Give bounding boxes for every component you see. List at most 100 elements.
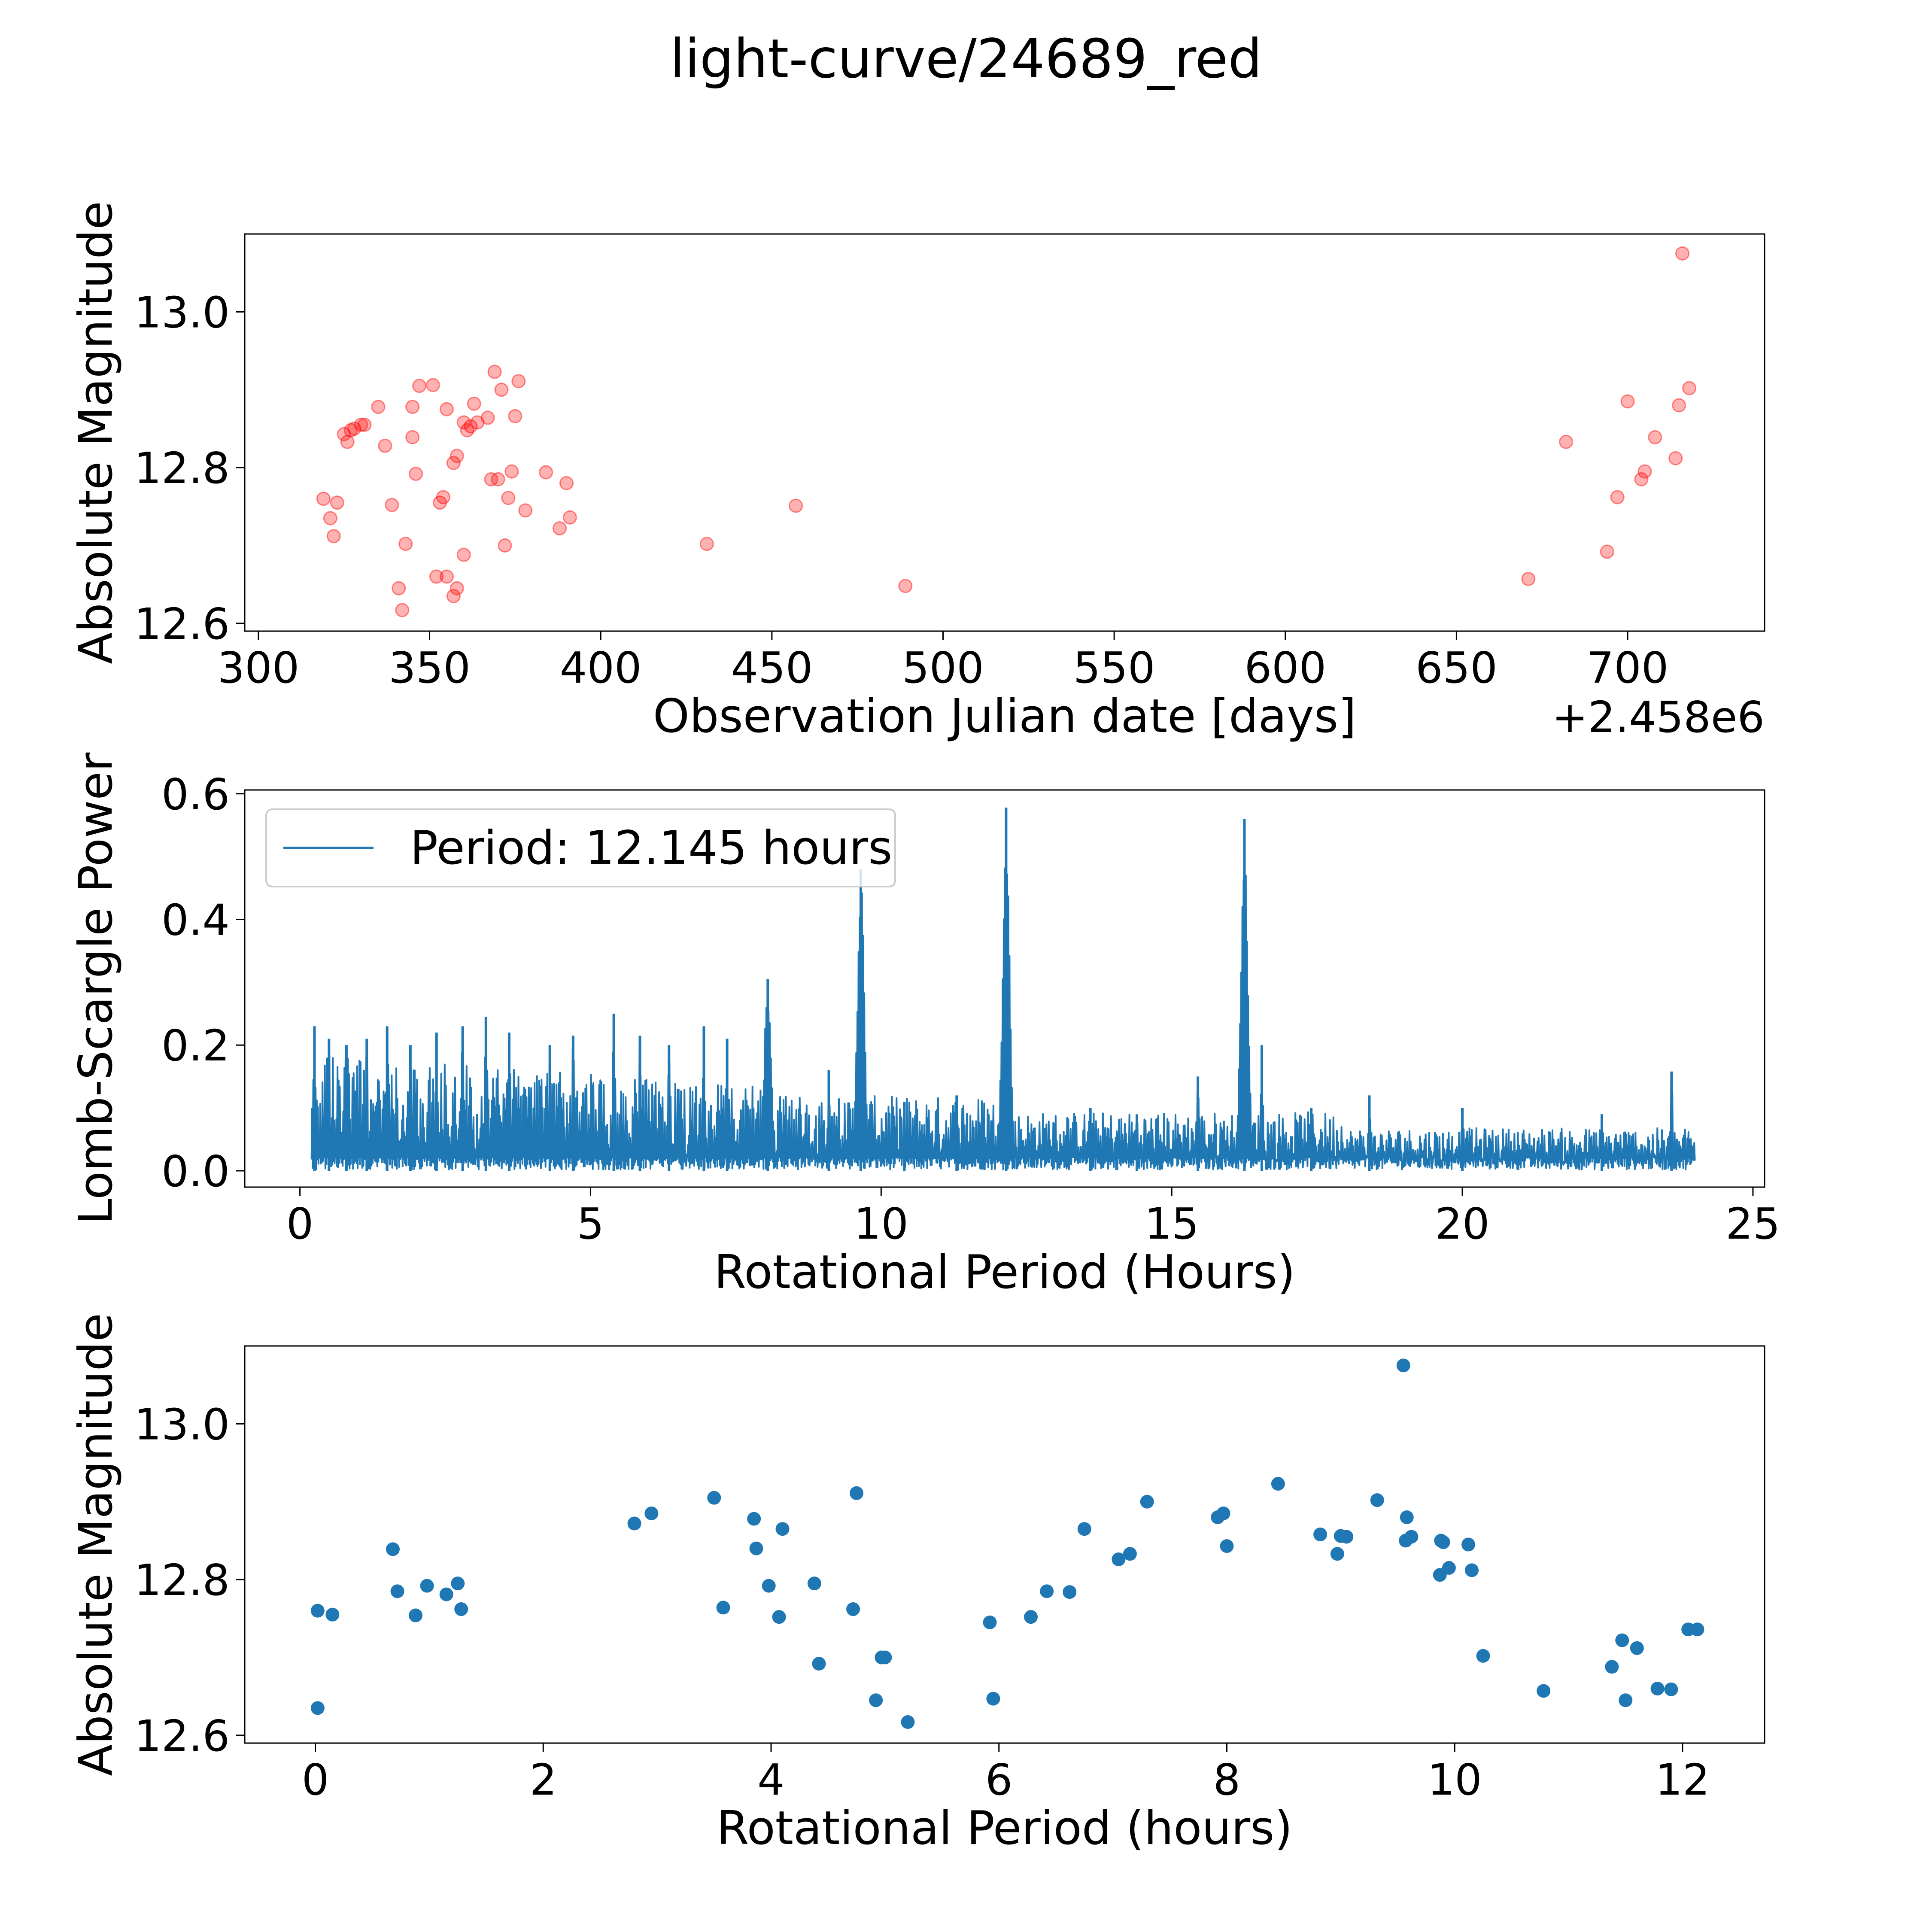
periodogram-series-line: [310, 821, 1696, 1170]
data-point: [518, 503, 533, 518]
periodogram-x-tick-label: 0: [286, 1199, 314, 1249]
periodogram-x-label: Rotational Period (Hours): [714, 1245, 1295, 1299]
folded-curve-x-ticks: 0 2 4 6 8 10 12: [302, 1743, 1710, 1805]
data-point: [325, 1607, 340, 1622]
data-point: [405, 400, 420, 414]
light-curve-plot-area: [316, 246, 1697, 617]
data-point: [456, 547, 471, 562]
data-point: [749, 1541, 763, 1555]
data-point: [1024, 1610, 1038, 1624]
data-point: [1630, 1641, 1644, 1655]
data-point: [470, 415, 485, 430]
data-point: [644, 1506, 659, 1520]
periodogram-panel: 0 5 10 15 20 25 0.0 0.2 0.4 0.6 Rotational Perio…: [69, 752, 1780, 1299]
data-point: [456, 415, 471, 430]
folded-curve-y-ticks: 12.6 12.8 13.0: [134, 1399, 245, 1761]
periodogram-y-tick-label: 0.0: [161, 1146, 230, 1197]
folded-curve-y-tick-label: 12.8: [134, 1555, 230, 1605]
periodogram-plot-area: [310, 807, 1696, 1171]
data-point: [487, 365, 502, 379]
folded-curve-x-tick-label: 4: [757, 1755, 785, 1805]
folded-curve-panel: 0 2 4 6 8 10 12 12.6 12.8 13.0 Rotational Period…: [69, 1313, 1765, 1855]
light-curve-y-tick-label: 12.8: [134, 443, 230, 493]
folded-curve-x-tick-label: 0: [302, 1755, 329, 1805]
folded-curve-x-tick-label: 10: [1428, 1755, 1482, 1805]
data-point: [392, 581, 406, 595]
data-point: [1648, 430, 1662, 444]
data-point: [986, 1692, 1000, 1706]
data-point: [1620, 394, 1635, 409]
data-point: [1672, 398, 1686, 413]
data-point: [494, 383, 509, 397]
light-curve-x-tick-label: 500: [902, 643, 984, 693]
data-point: [357, 417, 372, 432]
data-point: [446, 589, 461, 603]
data-point: [1404, 1530, 1419, 1544]
light-curve-x-tick-label: 350: [389, 643, 471, 693]
data-point: [310, 1701, 325, 1715]
data-point: [310, 1604, 325, 1618]
light-curve-x-tick-label: 400: [560, 643, 642, 693]
periodogram-x-tick-label: 5: [577, 1199, 605, 1249]
data-point: [1313, 1527, 1327, 1541]
periodogram-y-tick-label: 0.2: [161, 1021, 230, 1071]
data-point: [1634, 472, 1649, 486]
data-point: [385, 498, 399, 512]
light-curve-y-tick-label: 12.6: [134, 599, 230, 649]
data-point: [463, 419, 478, 434]
light-curve-x-ticks: 300 350 400 450 500 550 600 650 700: [217, 631, 1669, 693]
data-point: [1123, 1547, 1137, 1561]
data-point: [480, 410, 495, 425]
data-point: [1220, 1539, 1234, 1553]
data-point: [1465, 1563, 1479, 1577]
data-point: [539, 465, 553, 480]
light-curve-x-label: Observation Julian date [days]: [653, 690, 1356, 743]
data-point: [1400, 1510, 1414, 1525]
data-point: [439, 569, 454, 584]
data-point: [439, 402, 454, 416]
data-point: [1675, 246, 1690, 261]
data-point: [1461, 1537, 1476, 1552]
data-point: [772, 1610, 786, 1624]
periodogram-legend: Period: 12.145 hours: [265, 808, 896, 887]
data-point: [762, 1579, 776, 1593]
data-point: [1615, 1633, 1629, 1647]
data-point: [1340, 1530, 1354, 1544]
data-point: [846, 1602, 860, 1616]
data-point: [627, 1516, 641, 1531]
light-curve-x-tick-label: 650: [1416, 643, 1498, 693]
periodogram-y-ticks: 0.0 0.2 0.4 0.6: [161, 769, 245, 1197]
folded-curve-y-tick-label: 13.0: [134, 1399, 230, 1449]
data-point: [446, 456, 461, 470]
data-point: [450, 449, 464, 463]
data-point: [451, 1577, 465, 1591]
data-point: [878, 1650, 892, 1665]
data-point: [553, 521, 567, 536]
data-point: [1370, 1493, 1384, 1507]
data-point: [412, 379, 427, 393]
data-point: [1330, 1547, 1344, 1561]
folded-curve-plot-area: [310, 1358, 1704, 1729]
light-curve-panel: 300 350 400 450 500 550 600 650 700 12.6 12.8 13.0…: [69, 201, 1765, 743]
data-point: [432, 495, 447, 510]
data-point: [454, 1602, 468, 1616]
data-point: [420, 1579, 434, 1593]
data-point: [562, 510, 577, 525]
data-point: [504, 464, 519, 479]
data-point: [337, 427, 351, 441]
data-point: [395, 603, 410, 617]
data-point: [1521, 571, 1536, 586]
data-point: [1605, 1660, 1619, 1674]
light-curve-x-tick-label: 600: [1244, 643, 1326, 693]
folded-curve-y-tick-label: 12.6: [134, 1711, 230, 1761]
legend-box: [265, 808, 896, 887]
data-point: [789, 498, 803, 513]
data-point: [426, 378, 440, 392]
light-curve-x-tick-label: 300: [217, 643, 299, 693]
legend-label: Period: 12.145 hours: [410, 821, 892, 875]
periodogram-y-tick-label: 0.4: [161, 895, 230, 945]
data-point: [460, 423, 474, 437]
data-point: [1476, 1649, 1490, 1663]
data-point: [1619, 1693, 1633, 1707]
light-curve-axes-frame: [244, 233, 1765, 632]
